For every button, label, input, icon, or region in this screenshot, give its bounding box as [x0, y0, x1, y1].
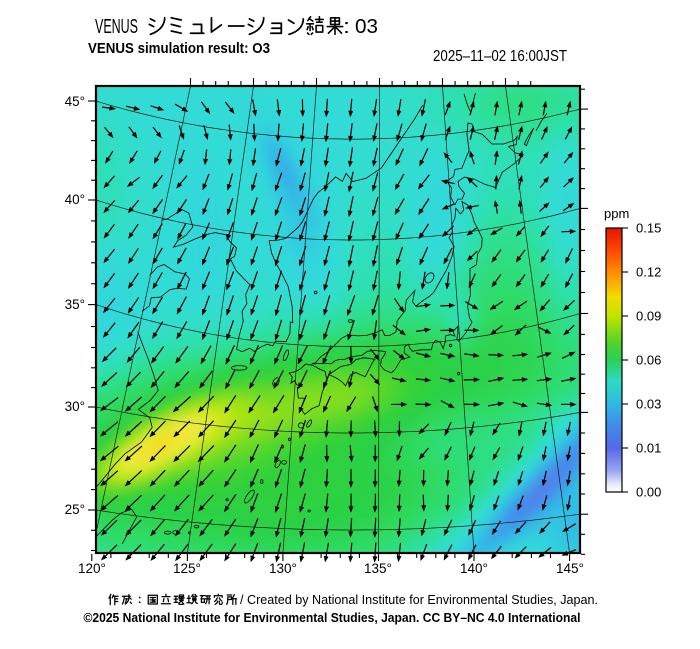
svg-text::: :	[343, 16, 350, 38]
svg-text:35°: 35°	[65, 297, 85, 312]
svg-text:0.03: 0.03	[636, 397, 661, 412]
svg-text:0.15: 0.15	[636, 221, 661, 236]
svg-text:03: 03	[355, 16, 378, 38]
svg-text:130°: 130°	[269, 561, 297, 576]
svg-text:140°: 140°	[460, 561, 488, 576]
svg-text:0.00: 0.00	[636, 485, 661, 500]
svg-text:ppm: ppm	[604, 206, 629, 221]
svg-text:145°: 145°	[556, 561, 584, 576]
svg-text:25°: 25°	[65, 502, 85, 517]
svg-text:0.09: 0.09	[636, 309, 661, 324]
svg-text:0.01: 0.01	[636, 441, 661, 456]
svg-text:0.12: 0.12	[636, 265, 661, 280]
svg-text:30°: 30°	[65, 399, 85, 414]
svg-text:45°: 45°	[65, 94, 85, 109]
svg-text:2025–11–02 16:00JST: 2025–11–02 16:00JST	[433, 48, 567, 65]
svg-text:120°: 120°	[78, 561, 106, 576]
svg-text:40°: 40°	[65, 192, 85, 207]
svg-text:125°: 125°	[173, 561, 201, 576]
svg-text:0.06: 0.06	[636, 353, 661, 368]
svg-text:135°: 135°	[364, 561, 392, 576]
svg-text:VENUS simulation result: O3: VENUS simulation result: O3	[88, 41, 270, 57]
svg-text:©2025 National Institute for E: ©2025 National Institute for Environment…	[84, 611, 581, 625]
svg-text:/ Created by National Institut: / Created by National Institute for Envi…	[240, 593, 598, 607]
svg-text:VENUS: VENUS	[95, 16, 138, 38]
